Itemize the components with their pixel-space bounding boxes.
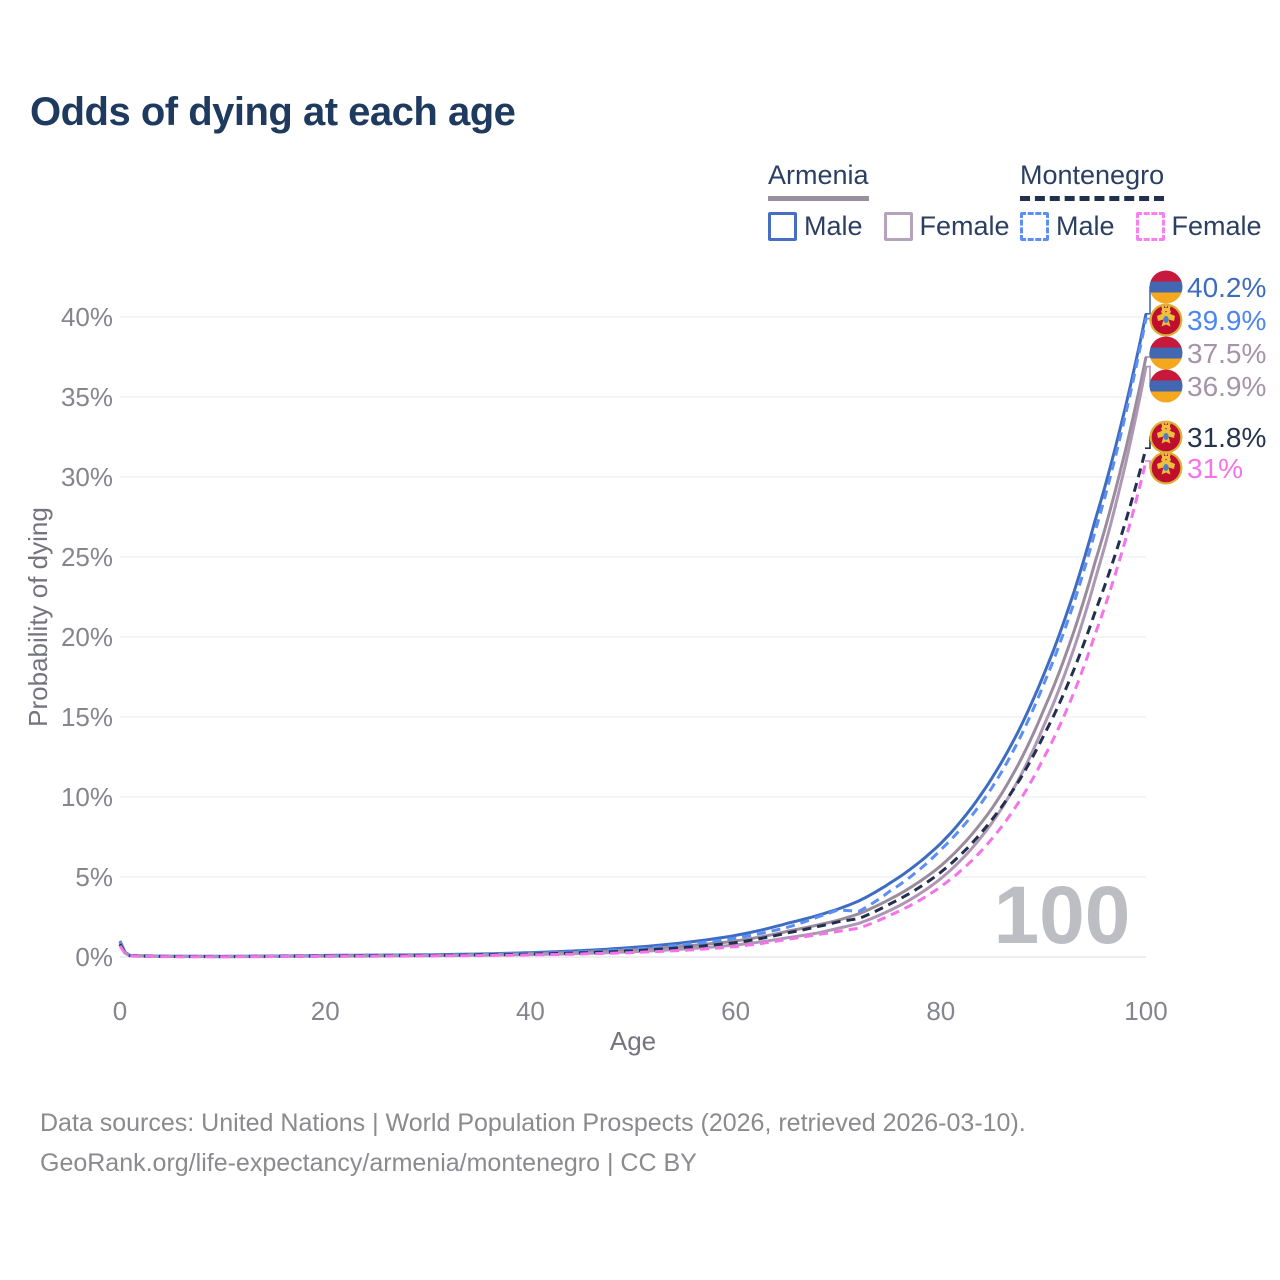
series-line-montenegro-both[interactable]: [118, 447, 1148, 958]
x-tick-20: 20: [311, 996, 340, 1026]
y-tick-20: 20%: [61, 622, 113, 652]
footer: Data sources: United Nations | World Pop…: [40, 1103, 1026, 1183]
x-axis-title: Age: [610, 1026, 656, 1056]
end-value-label-armenia-male: 40.2%: [1187, 272, 1266, 303]
y-tick-25: 25%: [61, 542, 113, 572]
y-tick-5: 5%: [75, 862, 113, 892]
x-tick-100: 100: [1124, 996, 1167, 1026]
montenegro-female-swatch[interactable]: [1135, 212, 1165, 241]
y-tick-10: 10%: [61, 782, 113, 812]
y-tick-0: 0%: [75, 942, 113, 972]
legend-montenegro-row: Male Female: [1020, 211, 1262, 242]
armenia-male-swatch[interactable]: [768, 212, 797, 241]
y-tick-40: 40%: [61, 302, 113, 332]
x-tick-80: 80: [926, 996, 955, 1026]
montenegro-male-swatch[interactable]: [1020, 212, 1049, 241]
footer-sources: Data sources: United Nations | World Pop…: [40, 1109, 1026, 1137]
legend: Armenia Male Female Montenegro Male Fema…: [0, 160, 1280, 250]
end-value-label-armenia-female: 36.9%: [1187, 371, 1266, 402]
end-value-label-montenegro-both: 31.8%: [1187, 422, 1266, 453]
legend-group-montenegro: Montenegro Male Female: [1020, 160, 1262, 242]
x-tick-0: 0: [113, 996, 127, 1026]
series-line-montenegro-female[interactable]: [118, 460, 1148, 959]
footer-attribution: GeoRank.org/life-expectancy/armenia/mont…: [40, 1149, 697, 1177]
legend-montenegro-header[interactable]: Montenegro: [1020, 160, 1165, 201]
flag-montenegro-icon: [1149, 303, 1183, 337]
end-value-label-armenia-both: 37.5%: [1187, 338, 1266, 369]
armenia-male-label: Male: [804, 211, 863, 241]
series-line-armenia-male[interactable]: [118, 313, 1148, 958]
flag-montenegro-icon: [1149, 420, 1183, 454]
flag-armenia-icon: [1149, 270, 1183, 304]
y-tick-30: 30%: [61, 462, 113, 492]
legend-group-armenia: Armenia Male Female: [768, 160, 1010, 242]
hovered-age-watermark: 100: [994, 870, 1131, 961]
legend-armenia-header[interactable]: Armenia: [768, 160, 869, 201]
series-line-armenia-both[interactable]: [118, 356, 1148, 958]
end-value-label-montenegro-male: 39.9%: [1187, 305, 1266, 336]
legend-armenia-row: Male Female: [768, 211, 1010, 242]
armenia-female-swatch[interactable]: [883, 212, 913, 241]
y-tick-35: 35%: [61, 382, 113, 412]
flag-armenia-icon: [1149, 336, 1183, 370]
montenegro-male-label: Male: [1056, 211, 1115, 241]
series-line-armenia-female[interactable]: [118, 366, 1148, 959]
page-title: Odds of dying at each age: [30, 90, 516, 134]
x-tick-40: 40: [516, 996, 545, 1026]
y-axis-title: Probability of dying: [23, 507, 53, 727]
flag-montenegro-icon: [1149, 451, 1183, 485]
series-line-montenegro-male[interactable]: [118, 318, 1148, 958]
y-tick-15: 15%: [61, 702, 113, 732]
end-value-label-montenegro-female: 31%: [1187, 453, 1243, 484]
x-tick-60: 60: [721, 996, 750, 1026]
flag-armenia-icon: [1149, 369, 1183, 403]
montenegro-female-label: Female: [1171, 211, 1262, 241]
armenia-female-label: Female: [919, 211, 1010, 241]
